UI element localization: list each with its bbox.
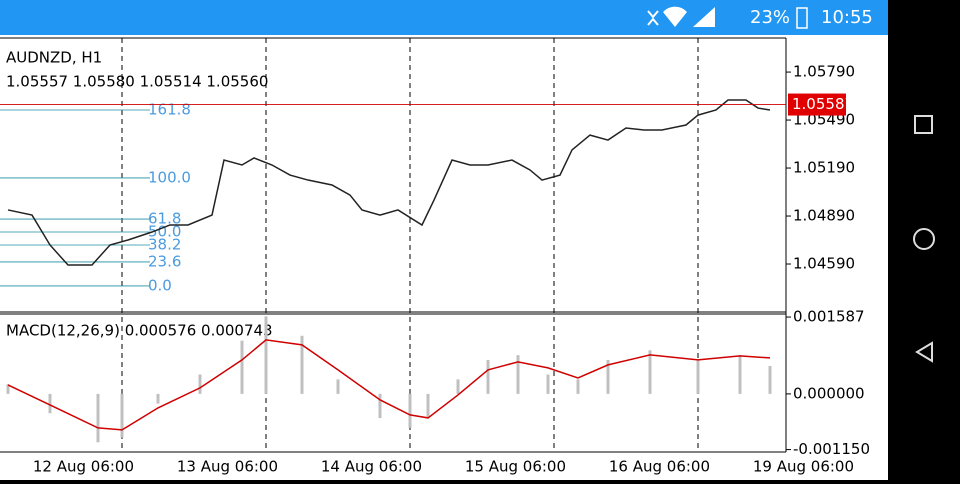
macd-title: MACD(12,26,9) 0.000576 0.000743 [6,322,273,340]
fib-label: 161.8 [148,100,191,118]
y-tick-label: 1.05190 [793,159,855,177]
macd-bar [606,360,610,394]
status-bar [0,0,888,35]
macd-bar [240,340,244,394]
macd-bar [408,393,412,428]
macd-signal [7,339,771,431]
x-tick-label: 12 Aug 06:00 [33,458,134,476]
wifi-icon [663,6,687,28]
current-price: 1.05587 [792,95,854,113]
chart-bg [0,0,888,480]
macd-bar [156,393,160,404]
macd-bar [426,393,430,419]
x-tick-label: 14 Aug 06:00 [321,458,422,476]
symbol: AUDNZD, H1 [6,49,102,67]
macd-bar [648,350,652,394]
macd-bar [96,393,100,443]
x-tick-label: 13 Aug 06:00 [177,458,278,476]
fib-label: 23.6 [148,252,181,270]
macd-bar [378,393,382,419]
macd-bar [336,379,340,394]
macd-y-tick-label: 0.000000 [793,384,865,402]
nav-bar [888,0,960,480]
macd-bar [6,384,10,394]
fib-label: 38.2 [148,235,181,253]
clock: 10:55 [821,7,873,28]
ohlc: 1.05557 1.05580 1.05514 1.05560 [6,73,268,91]
home-button[interactable] [913,228,935,250]
y-tick-label: 1.04890 [793,207,855,225]
macd-bar [516,355,520,394]
macd-y-tick-label: -0.001150 [793,440,870,458]
battery-text: 23% [750,7,790,28]
x-tick-label: 16 Aug 06:00 [609,458,710,476]
x-tick-label: 19 Aug 06:00 [753,458,854,476]
macd-bar [486,360,490,394]
fib-label: 50.0 [148,223,181,241]
macd-bar [696,360,700,394]
back-button[interactable] [915,341,933,363]
macd-bar [264,316,268,394]
data-icon [647,10,659,26]
battery-icon [796,7,808,29]
signal-icon [693,7,715,27]
price-line [7,99,771,266]
x-tick-label: 15 Aug 06:00 [465,458,566,476]
macd-y-tick-label: 0.001587 [793,308,865,326]
macd-bar [48,393,52,414]
macd-bar [546,374,550,394]
y-tick-label: 1.04590 [793,255,855,273]
macd-bar [576,379,580,394]
macd-bar [120,393,124,438]
macd-bar [198,374,202,394]
fib-label: 61.8 [148,210,181,228]
fib-label: 100.0 [148,168,191,186]
current-price-box [788,93,846,116]
macd-bar [738,355,742,394]
macd-bar [768,366,772,394]
fib-label: 0.0 [148,276,172,294]
macd-bar [300,335,304,394]
recents-button[interactable] [914,115,933,134]
macd-bar [456,379,460,394]
y-tick-label: 1.05790 [793,63,855,81]
